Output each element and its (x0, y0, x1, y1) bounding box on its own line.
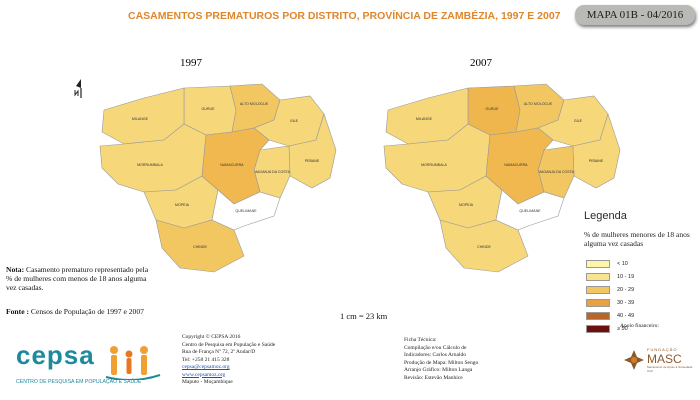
people-icon (105, 346, 161, 380)
scale-label: 1 cm = 23 km (340, 311, 388, 321)
north-arrow-icon (74, 79, 82, 98)
district-label: CHINDE (477, 245, 491, 249)
district-label: GURUE (202, 107, 216, 111)
legend-classes: < 10 10 - 19 20 - 29 30 - 39 40 - 49 ≥ 50 (584, 258, 698, 335)
district-area (288, 113, 337, 189)
legend-row: 20 - 29 (584, 284, 698, 296)
masc-emblem-icon (624, 350, 644, 370)
cepsa-logo: cepsa CENTRO DE PESQUISA EM POPULAÇÃO E … (12, 340, 172, 396)
tech-line: Indicadores: Carlos Arnaldo (404, 352, 467, 359)
district-label: MORRUMBALA (137, 163, 163, 167)
email-link[interactable]: cepsa@cepsamoz.org (182, 364, 230, 370)
legend-class-label: 40 - 49 (617, 313, 635, 319)
legend-row: 10 - 19 (584, 271, 698, 283)
district-area (155, 219, 245, 273)
tech-line: Produção de Mapa: Milton Sengo (404, 359, 479, 366)
district-label: NAMACURRA (504, 163, 528, 167)
legend-class-label: < 10 (617, 261, 628, 267)
source-body: Censos de População de 1997 e 2007 (30, 307, 144, 316)
address-line: Rua de França Nº 72, 2º Andar/D (182, 349, 256, 355)
map-code-badge: MAPA 01B - 04/2016 (575, 5, 695, 25)
tech-line: Compilação e/ou Cálculo de (404, 344, 467, 351)
district-area (495, 189, 565, 231)
source-text: Fonte : Censos de População de 1997 e 20… (6, 307, 154, 316)
district-label: QUELIMANE (235, 209, 257, 213)
legend-swatch (586, 299, 610, 307)
tech-line: Arranjo Gráfico: Milton Langa (404, 367, 473, 374)
district-area (572, 113, 621, 189)
district-label: ALTO MOLOCUE (524, 102, 553, 106)
district-label: PEBANE (305, 159, 320, 163)
city-line: Maputo - Moçambique (182, 379, 233, 385)
masc-logo: FUNDAÇÃO MASC Mecanismo de Apoio à Socie… (623, 343, 695, 387)
legend-class-label: 20 - 29 (617, 287, 635, 293)
legend-swatch (586, 325, 610, 333)
cepsa-logo-subtitle: CENTRO DE PESQUISA EM POPULAÇÃO E SAÚDE (16, 379, 142, 385)
district-label: MILANGE (416, 117, 433, 121)
org-name-line: Centro de Pesquisa em População e Saúde (182, 341, 276, 348)
website-link[interactable]: www.cepsamoz.org (182, 371, 226, 378)
district-area (201, 127, 270, 205)
district-area (485, 127, 554, 205)
legend-row: 40 - 49 (584, 310, 698, 322)
district-area (211, 189, 281, 231)
note-body: Casamento prematuro representado pela % … (6, 265, 149, 292)
district-label: MORRUMBALA (421, 163, 447, 167)
district-label: QUELIMANE (519, 209, 541, 213)
district-label: MOPEIA (175, 203, 190, 207)
legend-title: Legenda (584, 210, 627, 222)
masc-org-subtitle: Mecanismo de Apoio à Sociedade Civil (647, 365, 693, 373)
cepsa-logo-name: cepsa (16, 340, 95, 370)
district-label: NAMACURRA (220, 163, 244, 167)
district-label: MAGANJA DA COSTA (254, 170, 291, 174)
district-label: GILE (574, 119, 583, 123)
copyright-block: Copyright © CEPSA 2016 Centro de Pesquis… (182, 334, 275, 387)
year-label-1997: 1997 (180, 57, 202, 69)
legend-swatch (586, 312, 610, 320)
legend-swatch (586, 260, 610, 268)
masc-org-prefix: FUNDAÇÃO (647, 347, 678, 352)
legend-class-label: ≥ 50 (617, 326, 628, 332)
masc-org-name: MASC (647, 352, 682, 366)
source-label: Fonte : (6, 307, 29, 316)
support-label: Apoio financeiro: (620, 323, 659, 329)
note-text: Nota: Casamento prematuro representado p… (6, 265, 154, 292)
district-label: MILANGE (132, 117, 149, 121)
district-label: GILE (290, 119, 299, 123)
legend-row: ≥ 50 (584, 323, 698, 335)
legend-row: 30 - 39 (584, 297, 698, 309)
legend-subtitle: % de mulheres menores de 18 anos alguma … (584, 230, 690, 248)
legend-swatch (586, 273, 610, 281)
tech-heading: Ficha Técnica: (404, 337, 437, 343)
district-label: PEBANE (589, 159, 604, 163)
tech-line: Revisão: Estevão Manhice (404, 374, 463, 381)
legend-swatch (586, 286, 610, 294)
district-label: CHINDE (193, 245, 207, 249)
district-label: GURUE (486, 107, 500, 111)
district-label: ALTO MOLOCUE (240, 102, 269, 106)
district-area (439, 219, 529, 273)
technical-sheet: Ficha Técnica: Compilação e/ou Cálculo d… (404, 337, 478, 383)
district-label: MAGANJA DA COSTA (538, 170, 575, 174)
legend: Legenda % de mulheres menores de 18 anos… (584, 210, 698, 336)
phone-line: Tel: +258 21 415 328 (182, 356, 230, 363)
legend-class-label: 30 - 39 (617, 300, 635, 306)
year-label-2007: 2007 (470, 57, 492, 69)
map-1997: GURUE ALTO MOLOCUE GILE PEBANE MAGANJA DA CO… (84, 80, 339, 280)
copyright-line: Copyright © CEPSA 2016 (182, 334, 241, 340)
legend-class-label: 10 - 19 (617, 274, 635, 280)
page-title: CASAMENTOS PREMATUROS POR DISTRITO, PROV… (128, 10, 561, 22)
map-2007: GURUE ALTO MOLOCUE GILE PEBANE MAGANJA DA CO… (368, 80, 623, 280)
note-label: Nota: (6, 265, 25, 274)
district-label: MOPEIA (459, 203, 474, 207)
legend-row: < 10 (584, 258, 698, 270)
